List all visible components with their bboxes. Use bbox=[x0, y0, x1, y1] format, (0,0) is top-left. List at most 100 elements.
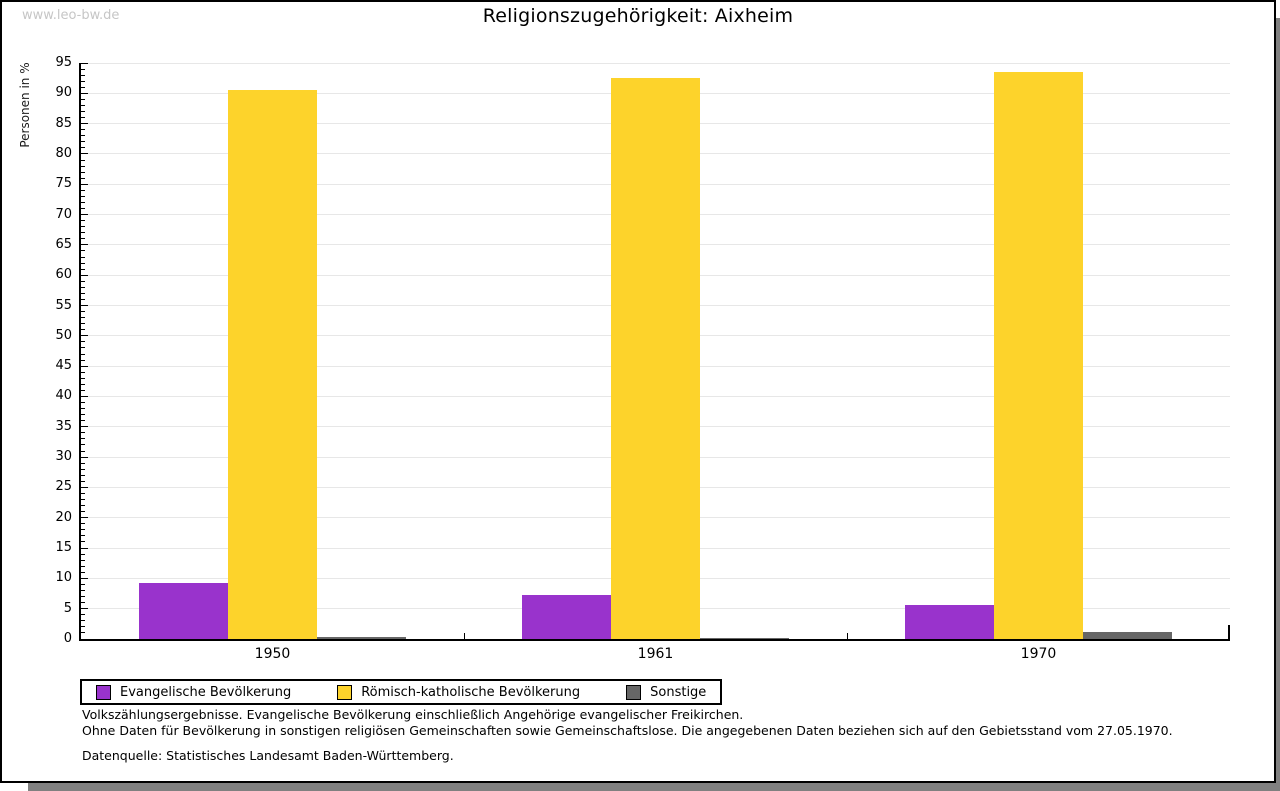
y-tick-major-15 bbox=[81, 547, 88, 549]
y-tick-minor-53 bbox=[81, 317, 85, 319]
y-tick-major-85 bbox=[81, 123, 88, 125]
y-tick-label-5: 5 bbox=[63, 600, 72, 616]
y-tick-major-55 bbox=[81, 305, 88, 307]
chart-title: Religionszugehörigkeit: Aixheim bbox=[482, 5, 794, 27]
y-tick-minor-17 bbox=[81, 535, 85, 537]
y-tick-minor-52 bbox=[81, 323, 85, 325]
y-tick-minor-13 bbox=[81, 559, 85, 561]
y-tick-label-10: 10 bbox=[55, 570, 72, 586]
y-tick-major-65 bbox=[81, 244, 88, 246]
y-tick-minor-43 bbox=[81, 377, 85, 379]
legend: Evangelische Bevölkerung Römisch-katholi… bbox=[80, 679, 723, 705]
y-tick-minor-56 bbox=[81, 298, 85, 300]
y-tick-minor-66 bbox=[81, 238, 85, 240]
y-tick-minor-39 bbox=[81, 402, 85, 404]
y-tick-major-5 bbox=[81, 608, 88, 610]
y-tick-minor-23 bbox=[81, 499, 85, 501]
y-tick-major-25 bbox=[81, 486, 88, 488]
y-tick-major-90 bbox=[81, 92, 88, 94]
y-tick-minor-91 bbox=[81, 86, 85, 88]
y-tick-minor-82 bbox=[81, 141, 85, 143]
y-tick-minor-7 bbox=[81, 596, 85, 598]
legend-label-katholische: Römisch-katholische Bevölkerung bbox=[361, 684, 581, 700]
y-tick-minor-71 bbox=[81, 208, 85, 210]
y-tick-label-55: 55 bbox=[55, 297, 72, 313]
y-tick-major-0 bbox=[81, 638, 88, 640]
x-tick-label-1970: 1970 bbox=[1020, 646, 1057, 662]
y-tick-minor-58 bbox=[81, 286, 85, 288]
bar-1950-katholische bbox=[228, 90, 317, 639]
x-tick-label-1961: 1961 bbox=[637, 646, 674, 662]
legend-swatch-sonstige bbox=[626, 684, 642, 700]
bar-1970-katholische bbox=[994, 72, 1083, 639]
x-separator-2 bbox=[846, 633, 848, 639]
y-tick-minor-92 bbox=[81, 80, 85, 82]
y-tick-minor-38 bbox=[81, 408, 85, 410]
legend-swatch-evangelische bbox=[96, 684, 111, 700]
y-tick-minor-84 bbox=[81, 129, 85, 131]
y-tick-label-85: 85 bbox=[55, 115, 72, 131]
y-tick-minor-1 bbox=[81, 632, 85, 634]
y-tick-minor-28 bbox=[81, 468, 85, 470]
y-tick-minor-37 bbox=[81, 414, 85, 416]
y-tick-minor-24 bbox=[81, 492, 85, 494]
y-tick-minor-57 bbox=[81, 292, 85, 294]
y-tick-minor-8 bbox=[81, 589, 85, 591]
y-tick-label-45: 45 bbox=[55, 358, 72, 374]
legend-item-evangelische: Evangelische Bevölkerung bbox=[96, 684, 291, 700]
y-tick-minor-19 bbox=[81, 523, 85, 525]
y-tick-major-60 bbox=[81, 274, 88, 276]
y-tick-minor-77 bbox=[81, 171, 85, 173]
y-tick-major-40 bbox=[81, 395, 88, 397]
x-axis-end-tick bbox=[1228, 625, 1230, 639]
bar-1961-sonstige bbox=[700, 637, 789, 639]
y-tick-label-95: 95 bbox=[55, 55, 72, 70]
y-tick-minor-81 bbox=[81, 147, 85, 149]
plot-area bbox=[79, 62, 1230, 641]
y-tick-minor-36 bbox=[81, 420, 85, 422]
y-tick-label-0: 0 bbox=[63, 631, 72, 646]
y-axis-title: Personen in % bbox=[18, 62, 32, 148]
legend-item-sonstige: Sonstige bbox=[626, 684, 706, 700]
y-tick-major-35 bbox=[81, 426, 88, 428]
y-tick-minor-86 bbox=[81, 117, 85, 119]
y-tick-minor-94 bbox=[81, 68, 85, 70]
y-tick-minor-26 bbox=[81, 480, 85, 482]
y-tick-minor-73 bbox=[81, 195, 85, 197]
y-tick-minor-93 bbox=[81, 74, 85, 76]
y-tick-minor-33 bbox=[81, 438, 85, 440]
y-tick-minor-6 bbox=[81, 602, 85, 604]
y-tick-major-30 bbox=[81, 456, 88, 458]
y-tick-minor-11 bbox=[81, 571, 85, 573]
y-tick-major-80 bbox=[81, 153, 88, 155]
y-tick-minor-32 bbox=[81, 444, 85, 446]
y-tick-minor-21 bbox=[81, 511, 85, 513]
y-tick-minor-12 bbox=[81, 565, 85, 567]
y-tick-minor-31 bbox=[81, 450, 85, 452]
y-tick-minor-61 bbox=[81, 268, 85, 270]
y-tick-minor-67 bbox=[81, 232, 85, 234]
y-tick-label-65: 65 bbox=[55, 236, 72, 252]
bar-1970-evangelische bbox=[905, 605, 994, 639]
data-source: Datenquelle: Statistisches Landesamt Bad… bbox=[82, 748, 454, 763]
y-tick-minor-64 bbox=[81, 250, 85, 252]
y-tick-minor-27 bbox=[81, 474, 85, 476]
y-tick-minor-63 bbox=[81, 256, 85, 258]
y-tick-minor-44 bbox=[81, 371, 85, 373]
y-tick-minor-2 bbox=[81, 626, 85, 628]
y-tick-minor-74 bbox=[81, 189, 85, 191]
y-tick-minor-83 bbox=[81, 135, 85, 137]
y-tick-label-75: 75 bbox=[55, 176, 72, 192]
bar-1961-evangelische bbox=[522, 594, 611, 639]
y-tick-minor-62 bbox=[81, 262, 85, 264]
y-tick-label-20: 20 bbox=[55, 509, 72, 525]
y-tick-label-90: 90 bbox=[55, 85, 72, 101]
y-tick-label-15: 15 bbox=[55, 540, 72, 556]
y-tick-minor-68 bbox=[81, 226, 85, 228]
y-tick-minor-49 bbox=[81, 341, 85, 343]
y-tick-minor-51 bbox=[81, 329, 85, 331]
y-tick-major-45 bbox=[81, 365, 88, 367]
y-tick-minor-69 bbox=[81, 220, 85, 222]
